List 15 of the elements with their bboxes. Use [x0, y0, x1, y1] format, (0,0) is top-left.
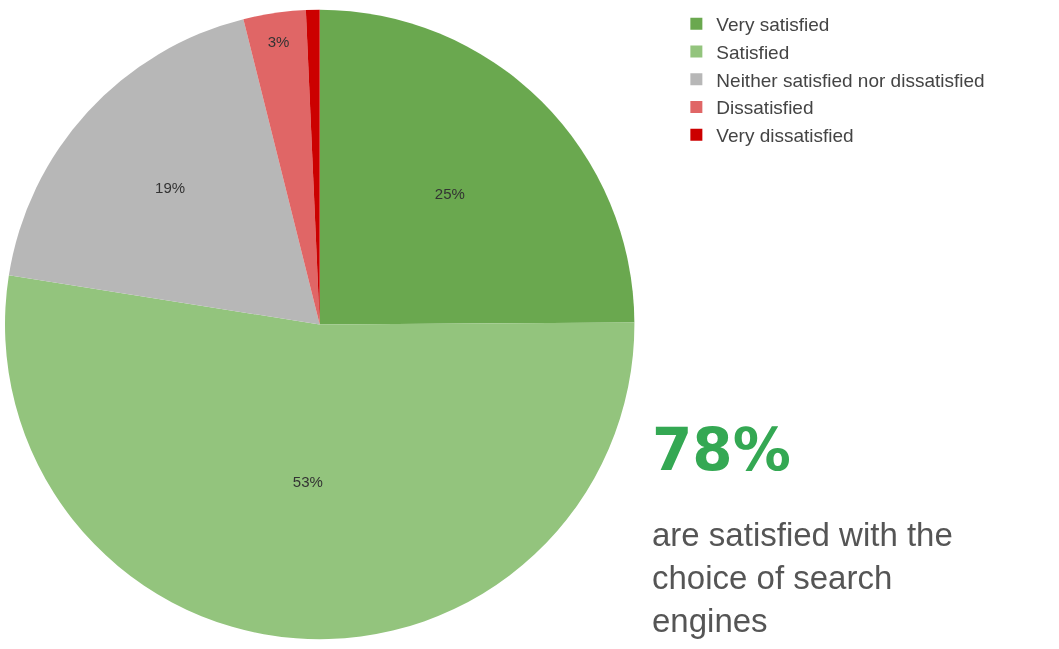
- data-label: 25%: [434, 185, 465, 203]
- pie-slice: [5, 275, 635, 639]
- pie-slice: [243, 10, 320, 325]
- text: 78%: [652, 416, 791, 484]
- legend-label: Satisfied: [716, 41, 790, 63]
- pie-slice: [319, 9, 635, 325]
- data-label: 19%: [155, 179, 186, 197]
- data-label: 3%: [267, 32, 290, 50]
- legend-label: Dissatisfied: [716, 97, 814, 119]
- legend-label: Very satisfied: [716, 14, 830, 36]
- legend-label: Neither satisfied nor dissatisfied: [716, 69, 985, 91]
- data-label: 53%: [292, 472, 323, 490]
- pie-slice: [8, 19, 320, 325]
- text: are satisfied with the choice of search engines: [652, 516, 953, 639]
- legend-label: Very dissatisfied: [716, 125, 854, 147]
